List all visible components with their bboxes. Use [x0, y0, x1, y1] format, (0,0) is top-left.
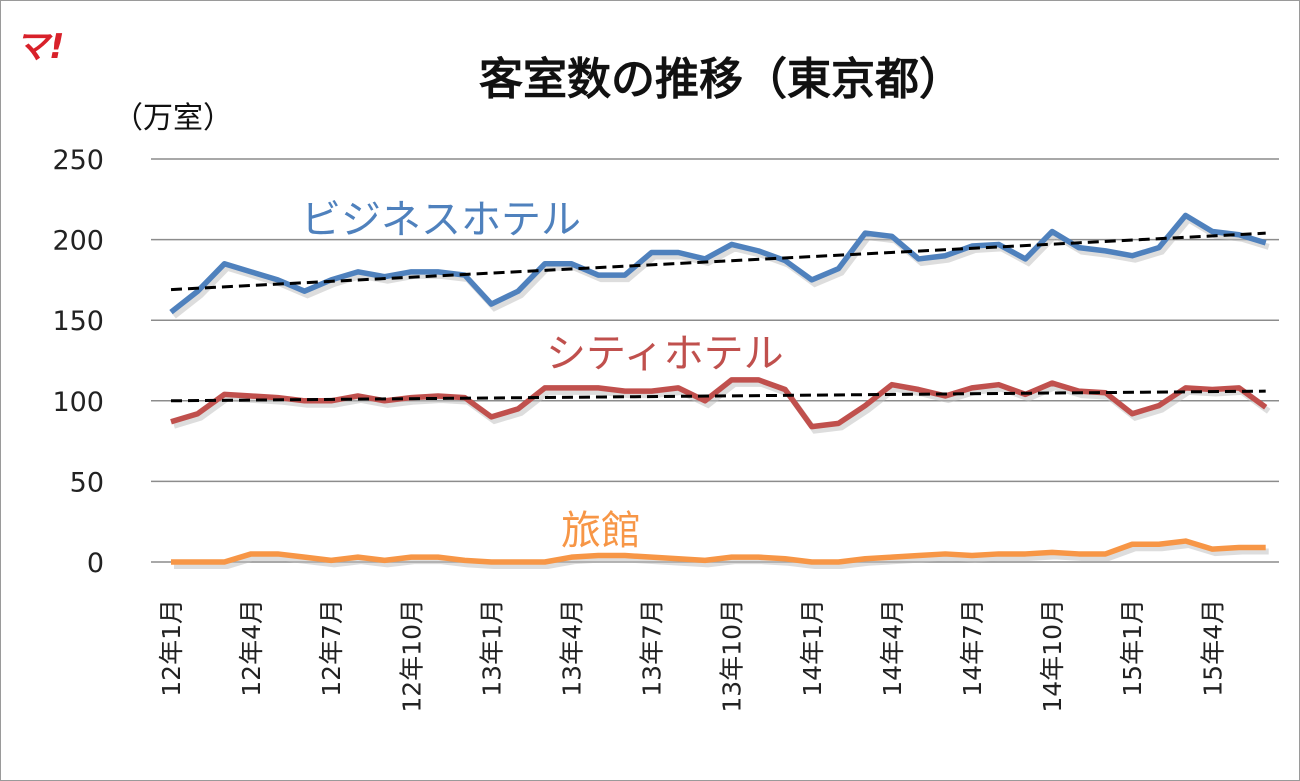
x-tick-label: 13年1月 — [477, 599, 506, 697]
logo: マ! — [15, 27, 65, 67]
x-tick-label: 15年1月 — [1118, 599, 1147, 697]
y-tick-label: 0 — [87, 548, 104, 579]
series-line — [171, 538, 1266, 565]
y-tick-label: 50 — [70, 467, 104, 498]
series-shadow — [172, 215, 1270, 319]
x-tick-label: 14年1月 — [798, 599, 827, 697]
y-tick-label: 250 — [52, 145, 104, 176]
series-label: シティホテル — [546, 331, 784, 377]
x-tick-label: 14年4月 — [878, 599, 907, 697]
y-axis-label: （万室） — [113, 101, 233, 136]
x-tick-label: 13年4月 — [558, 599, 587, 697]
trend-line — [170, 389, 1266, 403]
x-tick-label: 12年7月 — [317, 599, 346, 697]
x-tick-label: 13年7月 — [638, 599, 667, 697]
x-tick-label: 12年4月 — [237, 599, 266, 697]
trend-line — [170, 231, 1266, 292]
x-tick-label: 12年1月 — [157, 599, 186, 697]
series-shadow — [173, 380, 1271, 434]
chart-title: 客室数の推移（東京都） — [479, 54, 963, 105]
y-tick-label: 200 — [52, 226, 104, 257]
y-tick-label: 100 — [52, 387, 104, 418]
series-label: 旅館 — [561, 508, 641, 554]
x-tick-label: 14年10月 — [1038, 599, 1067, 713]
y-tick-label: 150 — [52, 306, 104, 337]
x-tick-label: 13年10月 — [718, 599, 747, 713]
x-tick-label: 12年10月 — [397, 599, 426, 713]
series-label: ビジネスホテル — [301, 197, 581, 243]
x-tick-label: 15年4月 — [1198, 599, 1227, 697]
x-tick-label: 14年7月 — [958, 599, 987, 697]
series-line — [169, 212, 1267, 315]
series-shadow — [174, 541, 1269, 569]
series-line — [170, 377, 1268, 430]
